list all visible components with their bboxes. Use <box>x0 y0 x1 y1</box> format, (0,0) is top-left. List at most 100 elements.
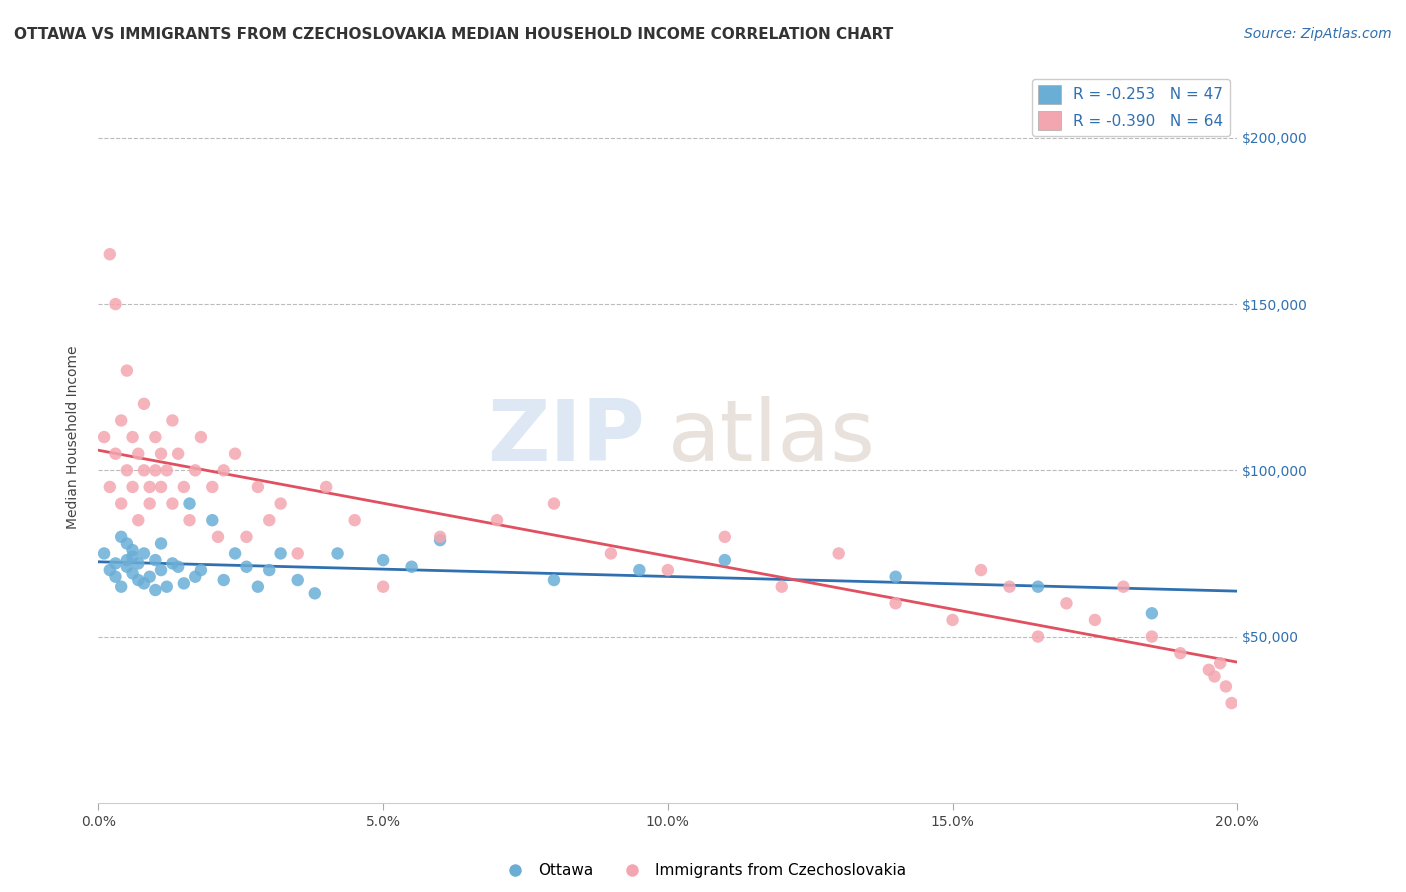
Point <box>714 553 737 567</box>
Point <box>138 570 160 584</box>
Point <box>1220 696 1243 710</box>
Point <box>429 533 451 548</box>
Point <box>1215 680 1237 694</box>
Point <box>156 463 179 477</box>
Point <box>190 563 212 577</box>
Point <box>343 513 366 527</box>
Point <box>259 513 281 527</box>
Point <box>104 447 127 461</box>
Point <box>104 297 127 311</box>
Point <box>121 480 143 494</box>
Point <box>714 530 737 544</box>
Point <box>179 497 201 511</box>
Point <box>184 570 207 584</box>
Point <box>121 543 143 558</box>
Point <box>150 447 173 461</box>
Point <box>110 530 132 544</box>
Point <box>156 580 179 594</box>
Point <box>235 559 257 574</box>
Point <box>884 596 907 610</box>
Point <box>98 480 121 494</box>
Point <box>770 580 793 594</box>
Text: atlas: atlas <box>668 395 876 479</box>
Point <box>1140 607 1163 621</box>
Point <box>167 559 190 574</box>
Point <box>201 480 224 494</box>
Point <box>259 563 281 577</box>
Point <box>127 557 149 571</box>
Point <box>1026 580 1049 594</box>
Point <box>207 530 229 544</box>
Point <box>115 363 138 377</box>
Point <box>970 563 993 577</box>
Text: Source: ZipAtlas.com: Source: ZipAtlas.com <box>1244 27 1392 41</box>
Point <box>127 447 149 461</box>
Point <box>270 546 292 560</box>
Point <box>167 447 190 461</box>
Point <box>104 570 127 584</box>
Point <box>429 530 451 544</box>
Point <box>110 580 132 594</box>
Point <box>201 513 224 527</box>
Point <box>115 559 138 574</box>
Text: OTTAWA VS IMMIGRANTS FROM CZECHOSLOVAKIA MEDIAN HOUSEHOLD INCOME CORRELATION CHA: OTTAWA VS IMMIGRANTS FROM CZECHOSLOVAKIA… <box>14 27 893 42</box>
Point <box>235 530 257 544</box>
Point <box>132 576 155 591</box>
Point <box>1056 596 1078 610</box>
Point <box>270 497 292 511</box>
Point <box>326 546 349 560</box>
Point <box>212 573 235 587</box>
Point <box>121 566 143 581</box>
Point <box>1170 646 1192 660</box>
Point <box>543 497 565 511</box>
Point <box>1140 630 1163 644</box>
Point <box>127 513 149 527</box>
Legend: Ottawa, Immigrants from Czechoslovakia: Ottawa, Immigrants from Czechoslovakia <box>494 857 912 884</box>
Point <box>1209 656 1232 670</box>
Point <box>998 580 1021 594</box>
Point <box>132 463 155 477</box>
Point <box>127 573 149 587</box>
Point <box>184 463 207 477</box>
Point <box>224 546 246 560</box>
Point <box>315 480 337 494</box>
Point <box>150 480 173 494</box>
Point <box>138 480 160 494</box>
Point <box>190 430 212 444</box>
Point <box>145 430 167 444</box>
Point <box>543 573 565 587</box>
Point <box>110 497 132 511</box>
Point <box>828 546 851 560</box>
Point <box>173 576 195 591</box>
Point <box>110 413 132 427</box>
Point <box>104 557 127 571</box>
Point <box>115 463 138 477</box>
Point <box>942 613 965 627</box>
Point <box>246 580 269 594</box>
Point <box>162 413 184 427</box>
Y-axis label: Median Household Income: Median Household Income <box>66 345 80 529</box>
Point <box>287 573 309 587</box>
Point <box>93 546 115 560</box>
Point <box>115 553 138 567</box>
Legend: R = -0.253   N = 47, R = -0.390   N = 64: R = -0.253 N = 47, R = -0.390 N = 64 <box>1032 79 1230 136</box>
Point <box>1204 669 1226 683</box>
Point <box>304 586 326 600</box>
Point <box>1198 663 1220 677</box>
Point <box>173 480 195 494</box>
Point <box>179 513 201 527</box>
Point <box>145 463 167 477</box>
Point <box>121 549 143 564</box>
Point <box>98 247 121 261</box>
Point <box>132 546 155 560</box>
Point <box>884 570 907 584</box>
Point <box>132 397 155 411</box>
Point <box>115 536 138 550</box>
Point <box>401 559 423 574</box>
Point <box>1026 630 1049 644</box>
Point <box>121 430 143 444</box>
Point <box>145 582 167 597</box>
Point <box>287 546 309 560</box>
Point <box>373 553 395 567</box>
Point <box>150 563 173 577</box>
